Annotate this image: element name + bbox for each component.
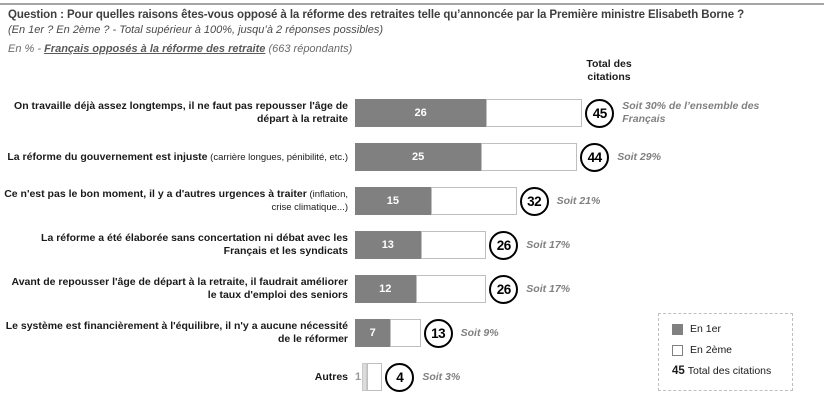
legend-box: En 1er En 2ème 45 Total des citations [658,313,793,391]
total-citations-column-header: Total des citations [586,58,632,83]
share-note: Soit 29% [617,150,661,163]
base-line: En % - Français opposés à la réforme des… [8,43,352,55]
bar-group: 7 13 Soit 9% [355,318,499,348]
category-sublabel: (inflation, crise climatique...) [271,189,348,213]
total-citations-circle: 45 [585,98,615,128]
share-note: Soit 3% [422,370,461,383]
bar-segment-en1er: 7 [355,319,391,347]
legend-label-en2eme: En 2ème [690,344,733,356]
legend-label-en1er: En 1er [690,323,721,335]
bar-segment-en2eme [481,143,578,171]
bar-segment-en2eme [415,275,487,303]
chart-row: Autres 1 4 Soit 3% [0,355,824,399]
question-title: Question : Pour quelles raisons êtes-vou… [8,9,745,21]
question-subtitle: (En 1er ? En 2ème ? - Total supérieur à … [8,24,384,36]
bar-group: 25 44 Soit 29% [355,142,661,172]
category-sublabel: (carrière longues, pénibilité, etc.) [207,151,348,163]
category-label: Ce n'est pas le bon moment, il y a d'aut… [4,188,348,213]
total-citations-circle: 26 [489,230,519,260]
bar-segment-en2eme [367,363,383,391]
category-label: On travaille déjà assez longtemps, il ne… [14,100,348,125]
total-citations-circle: 4 [385,362,415,392]
legend-swatch-en1er-icon [672,323,683,335]
share-note: Soit 17% [526,238,571,251]
legend-item-en2eme: En 2ème [672,344,788,356]
share-note: Soit 17% [526,282,571,295]
chart-row: La réforme du gouvernement est injuste (… [0,135,824,179]
legend-swatch-en2eme-icon [672,344,683,356]
bar-group: 13 26 Soit 17% [355,230,571,260]
chart-row: On travaille déjà assez longtemps, il ne… [0,91,824,135]
bar-group: 26 45 Soit 30% de l’ensemble des Français [355,98,780,128]
bar-segment-en1er: 26 [355,99,487,127]
bar-segment-en1er: 15 [355,187,431,215]
category-label: La réforme a été élaborée sans concertat… [41,232,348,257]
total-citations-circle: 26 [489,274,519,304]
share-note: Soit 30% de l’ensemble des Français [622,100,760,125]
category-label: Le système est financièrement à l'équili… [5,320,348,345]
total-citations-circle: 44 [580,142,610,172]
chart-row: Le système est financièrement à l'équili… [0,311,824,355]
chart-row: La réforme a été élaborée sans concertat… [0,223,824,267]
bar-segment-en1er [362,363,368,391]
bar-segment-en1er: 13 [355,231,421,259]
bar-segment-en2eme [390,319,421,347]
base-suffix: (663 répondants) [265,43,353,55]
total-citations-circle: 32 [519,186,549,216]
legend-item-en1er: En 1er [672,323,788,335]
chart-row: Ce n'est pas le bon moment, il y a d'aut… [0,179,824,223]
top-divider [0,3,824,5]
bar-group: 1 4 Soit 3% [355,362,461,392]
bar-segment-en2eme [430,187,517,215]
bar-group: 12 26 Soit 17% [355,274,571,304]
bar-segment-en2eme [486,99,583,127]
bar-segment-en2eme [420,231,487,259]
chart-row: Avant de repousser l'âge de départ à la … [0,267,824,311]
en1er-value-outside: 1 [355,371,362,383]
category-label: Autres [314,370,348,383]
share-note: Soit 21% [556,194,601,207]
base-prefix: En % - [8,43,45,55]
category-label: Avant de repousser l'âge de départ à la … [11,276,348,301]
stacked-bar-chart: On travaille déjà assez longtemps, il ne… [0,91,824,399]
base-highlight: Français opposés à la réforme des retrai… [44,43,266,55]
total-citations-circle: 13 [423,318,453,348]
bar-segment-en1er: 12 [355,275,416,303]
category-label: La réforme du gouvernement est injuste (… [7,150,348,163]
bar-segment-en1er: 25 [355,143,482,171]
share-note: Soit 9% [460,326,499,339]
bar-group: 15 32 Soit 21% [355,186,601,216]
legend-total-line: 45 Total des citations [672,365,772,377]
